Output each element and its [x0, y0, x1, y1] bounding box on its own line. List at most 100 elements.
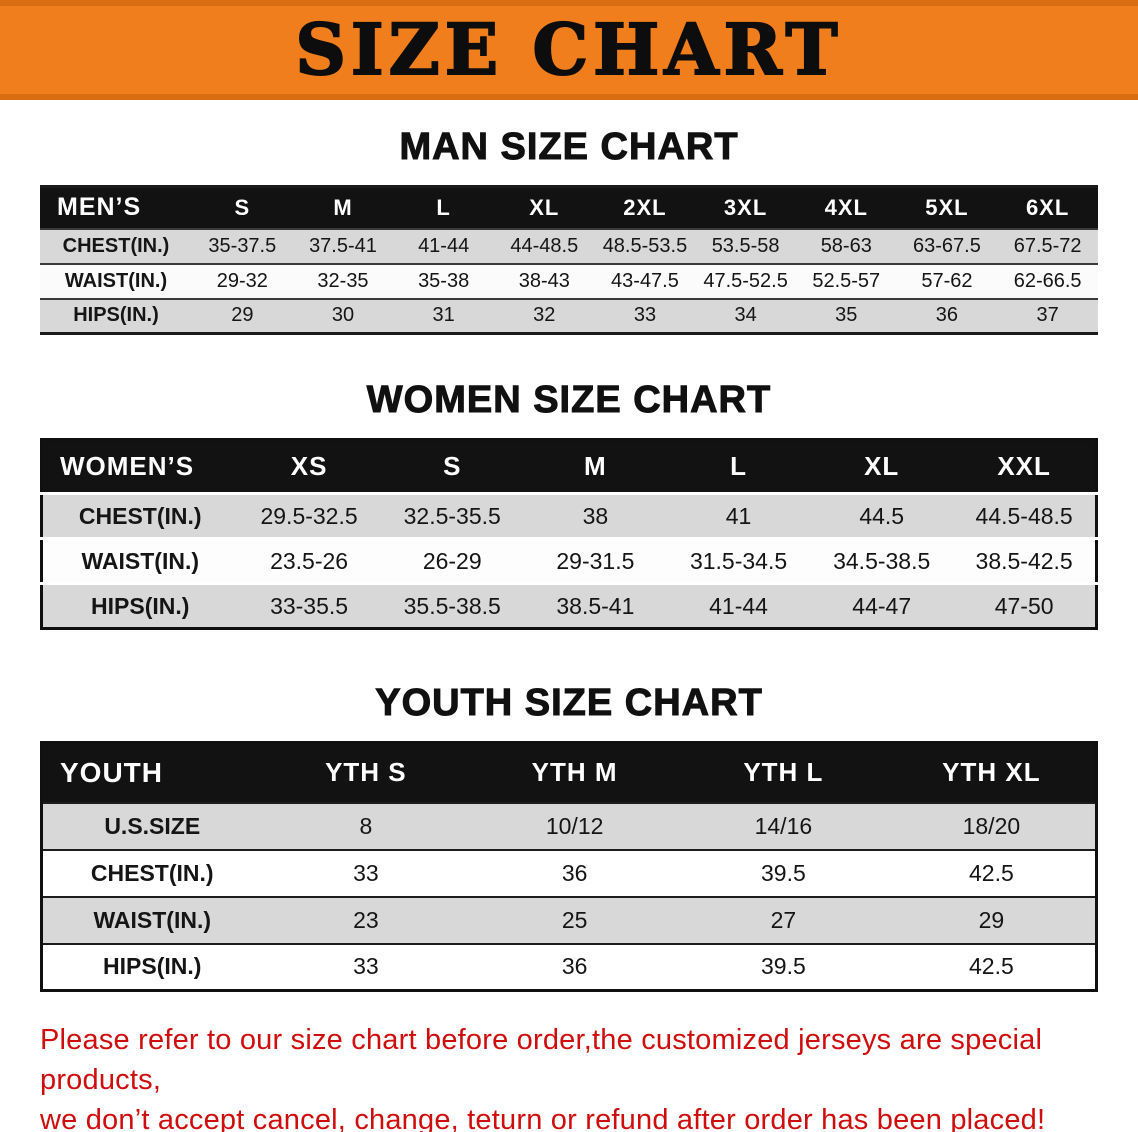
value-cell: 10/12 [545, 812, 604, 839]
women-size-section: WOMEN SIZE CHART WOMEN’S XS S M L XL XXL CHEST(… [0, 379, 1138, 630]
size-header-cell: XXL [953, 439, 1097, 494]
value-cell: 29 [231, 304, 254, 327]
size-header-cell: XS [237, 439, 381, 494]
value-cell: 25 [561, 906, 588, 933]
men-size-section: MAN SIZE CHART MEN’S S M L XL 2XL 3XL 4XL 5XL 6XL… [0, 126, 1138, 335]
size-header-cell: 3XL [695, 186, 796, 229]
measurement-row: WAIST(IN.) 23.5-26 26-29 29-31.5 31.5-34.5 34… [41, 538, 1097, 584]
value-cell: 38.5-41 [556, 592, 635, 619]
youth-size-table: YOUTH YTH S YTH M YTH L YTH XL U.S.SIZE 8 10/12… [40, 741, 1098, 992]
size-header-cell: XL [493, 186, 595, 229]
value-cell: 57-62 [921, 269, 973, 292]
value-cell: 34 [734, 304, 757, 327]
value-cell: 36 [561, 953, 588, 980]
disclaimer: Please refer to our size chart before or… [40, 1020, 1126, 1132]
value-cell: 44.5-48.5 [975, 502, 1073, 529]
banner: SIZE CHART [0, 0, 1138, 100]
value-cell: 32-35 [317, 269, 369, 292]
measurement-row: CHEST(IN.) 29.5-32.5 32.5-35.5 38 41 44.5 44.5… [41, 493, 1097, 539]
row-label-cell: HIPS(IN.) [91, 592, 190, 619]
row-label-cell: HIPS(IN.) [73, 304, 159, 327]
value-cell: 33 [633, 304, 657, 327]
value-cell: 47.5-52.5 [703, 269, 788, 292]
value-cell: 63-67.5 [913, 234, 981, 257]
header-row: YOUTH YTH S YTH M YTH L YTH XL [41, 742, 1097, 803]
women-section-heading: WOMEN SIZE CHART [366, 379, 772, 422]
women-size-table: WOMEN’S XS S M L XL XXL CHEST(IN.) 29.5-32.5 32.5… [40, 438, 1098, 630]
row-label-cell: U.S.SIZE [104, 812, 201, 839]
value-cell: 29 [978, 906, 1005, 933]
measurement-row: HIPS(IN.) 33 36 39.5 42.5 [41, 943, 1097, 991]
size-header-cell: L [393, 186, 494, 229]
men-size-table: MEN’S S M L XL 2XL 3XL 4XL 5XL 6XL CHEST(IN.) 35-37… [40, 185, 1098, 335]
value-cell: 32.5-35.5 [403, 502, 501, 529]
value-cell: 33 [353, 859, 379, 886]
corner-header-cell: WOMEN’S [41, 439, 238, 494]
value-cell: 52.5-57 [812, 269, 881, 292]
value-cell: 37 [1036, 304, 1059, 327]
row-label-cell: WAIST(IN.) [81, 547, 200, 574]
value-cell: 37.5-41 [309, 234, 377, 257]
value-cell: 29-31.5 [556, 547, 635, 574]
value-cell: 36 [561, 859, 588, 886]
value-cell: 41-44 [709, 592, 768, 619]
size-header-cell: 2XL [594, 186, 696, 229]
value-cell: 38-43 [518, 269, 570, 292]
value-cell: 44-48.5 [510, 234, 579, 257]
measurement-row: CHEST(IN.) 35-37.5 37.5-41 41-44 44-48.5 48.5… [40, 228, 1098, 264]
value-cell: 47-50 [994, 592, 1054, 619]
value-cell: 42.5 [968, 859, 1014, 886]
value-cell: 35 [835, 304, 858, 327]
row-label-cell: HIPS(IN.) [103, 953, 202, 980]
youth-section-heading: YOUTH SIZE CHART [375, 682, 763, 725]
row-label-cell: WAIST(IN.) [93, 906, 212, 933]
page-title: SIZE CHART [294, 8, 843, 91]
value-cell: 33 [353, 953, 379, 980]
value-cell: 38 [582, 502, 609, 529]
value-cell: 35-37.5 [208, 234, 277, 257]
value-cell: 33-35.5 [270, 592, 349, 619]
row-label-cell: CHEST(IN.) [78, 502, 202, 529]
row-label-cell: CHEST(IN.) [90, 859, 214, 886]
size-header-cell: S [192, 186, 293, 229]
value-cell: 48.5-53.5 [602, 234, 688, 257]
value-cell: 32 [533, 304, 556, 327]
measurement-row: WAIST(IN.) 29-32 32-35 35-38 38-43 43-47.5 47.… [40, 263, 1098, 299]
size-header-cell: YTH S [261, 742, 471, 803]
value-cell: 42.5 [968, 953, 1014, 980]
row-label-cell: CHEST(IN.) [62, 234, 170, 257]
value-cell: 23 [353, 906, 379, 933]
youth-size-section: YOUTH SIZE CHART YOUTH YTH S YTH M YTH L YTH… [0, 682, 1138, 992]
value-cell: 23.5-26 [270, 547, 349, 574]
value-cell: 18/20 [962, 812, 1021, 839]
disclaimer-line-2: we don’t accept cancel, change, teturn o… [40, 1104, 1046, 1132]
size-header-cell: 6XL [997, 186, 1098, 229]
measurement-row: U.S.SIZE 8 10/12 14/16 18/20 [41, 802, 1097, 850]
size-header-cell: S [380, 439, 524, 494]
corner-header-cell: YOUTH [41, 742, 262, 803]
size-chart-content: MAN SIZE CHART MEN’S S M L XL 2XL 3XL 4XL 5XL 6XL… [0, 126, 1138, 1132]
value-cell: 53.5-58 [711, 234, 780, 257]
corner-header-cell: MEN’S [40, 186, 192, 229]
value-cell: 41-44 [418, 234, 470, 257]
value-cell: 35.5-38.5 [403, 592, 501, 619]
value-cell: 30 [331, 304, 355, 327]
size-header-cell: XL [810, 439, 954, 494]
row-label-cell: WAIST(IN.) [64, 269, 168, 292]
disclaimer-line-1: Please refer to our size chart before or… [40, 1024, 1043, 1097]
measurement-row: HIPS(IN.) 33-35.5 35.5-38.5 38.5-41 41-44 44-… [41, 583, 1097, 629]
value-cell: 67.5-72 [1013, 234, 1082, 257]
value-cell: 35-38 [418, 269, 470, 292]
size-header-cell: 5XL [896, 186, 998, 229]
measurement-row: WAIST(IN.) 23 25 27 29 [41, 896, 1097, 944]
value-cell: 39.5 [760, 859, 806, 886]
size-header-cell: YTH M [470, 742, 679, 803]
value-cell: 29.5-32.5 [260, 502, 358, 529]
value-cell: 41 [725, 502, 752, 529]
measurement-row: HIPS(IN.) 29 30 31 32 33 34 35 36 37 [40, 298, 1098, 334]
value-cell: 43-47.5 [611, 269, 679, 292]
value-cell: 14/16 [754, 812, 813, 839]
value-cell: 27 [770, 906, 797, 933]
value-cell: 8 [359, 812, 373, 839]
value-cell: 58-63 [820, 234, 872, 257]
